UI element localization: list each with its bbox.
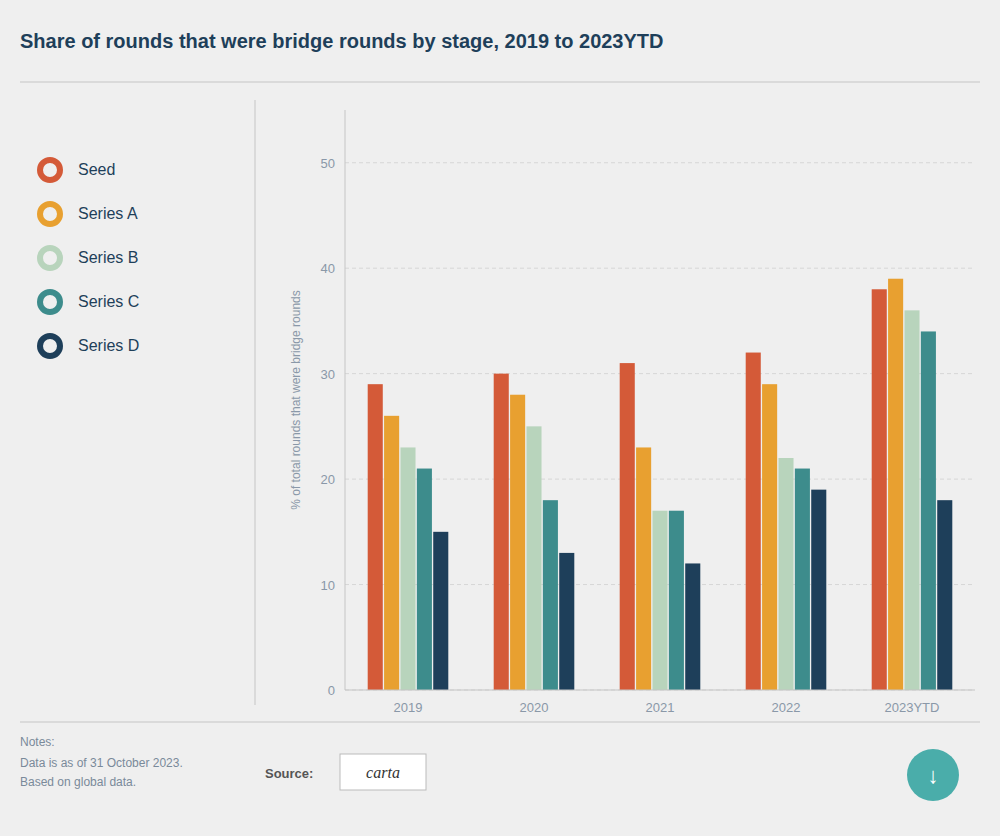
bars — [368, 279, 953, 690]
bar — [400, 447, 415, 690]
bar — [620, 363, 635, 690]
legend-label: Series A — [78, 205, 138, 222]
bar — [669, 511, 684, 690]
bar — [811, 490, 826, 690]
grid-line — [345, 690, 975, 691]
legend-swatch — [40, 336, 60, 356]
legend: Seed Series A Series B Series C Series D — [40, 160, 139, 356]
title: Share of rounds that were bridge rounds … — [20, 30, 664, 52]
bar — [685, 563, 700, 690]
legend-swatch — [40, 248, 60, 268]
bar — [417, 469, 432, 690]
bottom-separator — [20, 722, 980, 723]
bar — [368, 384, 383, 690]
legend-label: Series C — [78, 293, 139, 310]
bar — [652, 511, 667, 690]
panel-divider — [255, 100, 256, 705]
x-tick-label: 2019 — [394, 700, 423, 715]
y-tick-label: 30 — [321, 367, 335, 382]
bar — [494, 374, 509, 690]
bar — [746, 353, 761, 690]
bar — [795, 469, 810, 690]
bar — [872, 289, 887, 690]
bar — [384, 416, 399, 690]
bar — [433, 532, 448, 690]
y-tick-label: 10 — [321, 578, 335, 593]
x-axis-line — [345, 690, 975, 691]
y-tick-label: 0 — [328, 683, 335, 698]
y-axis-line — [345, 110, 346, 690]
bar — [526, 426, 541, 690]
legend-swatch — [40, 292, 60, 312]
legend-label: Seed — [78, 161, 115, 178]
bar — [937, 500, 952, 690]
chart-root: Share of rounds that were bridge rounds … — [0, 0, 1000, 836]
y-tick-label: 20 — [321, 472, 335, 487]
grid-line — [345, 162, 975, 163]
bar — [888, 279, 903, 690]
notes-line: Data is as of 31 October 2023. — [20, 756, 183, 770]
source-logo: carta — [366, 764, 400, 781]
notes-line: Based on global data. — [20, 775, 136, 789]
bar — [510, 395, 525, 690]
grid-line — [345, 268, 975, 269]
x-tick-label: 2020 — [520, 700, 549, 715]
legend-label: Series B — [78, 249, 138, 266]
y-tick-label: 40 — [321, 261, 335, 276]
top-separator — [20, 82, 980, 83]
bar — [636, 447, 651, 690]
bar — [921, 331, 936, 690]
y-axis-label: % of total rounds that were bridge round… — [289, 290, 303, 509]
x-tick-label: 2023YTD — [885, 700, 940, 715]
bar — [559, 553, 574, 690]
legend-swatch — [40, 160, 60, 180]
legend-swatch — [40, 204, 60, 224]
y-tick-label: 50 — [321, 156, 335, 171]
grid — [345, 163, 975, 690]
x-tick-label: 2021 — [646, 700, 675, 715]
download-button[interactable] — [907, 749, 959, 801]
bar — [762, 384, 777, 690]
x-tick-label: 2022 — [772, 700, 801, 715]
bar — [778, 458, 793, 690]
source-label: Source: — [265, 766, 313, 781]
source-logo-box — [340, 754, 426, 790]
notes-heading: Notes: — [20, 735, 55, 749]
bar — [543, 500, 558, 690]
download-icon[interactable]: ↓ — [928, 763, 939, 788]
bar — [904, 310, 919, 690]
legend-label: Series D — [78, 337, 139, 354]
